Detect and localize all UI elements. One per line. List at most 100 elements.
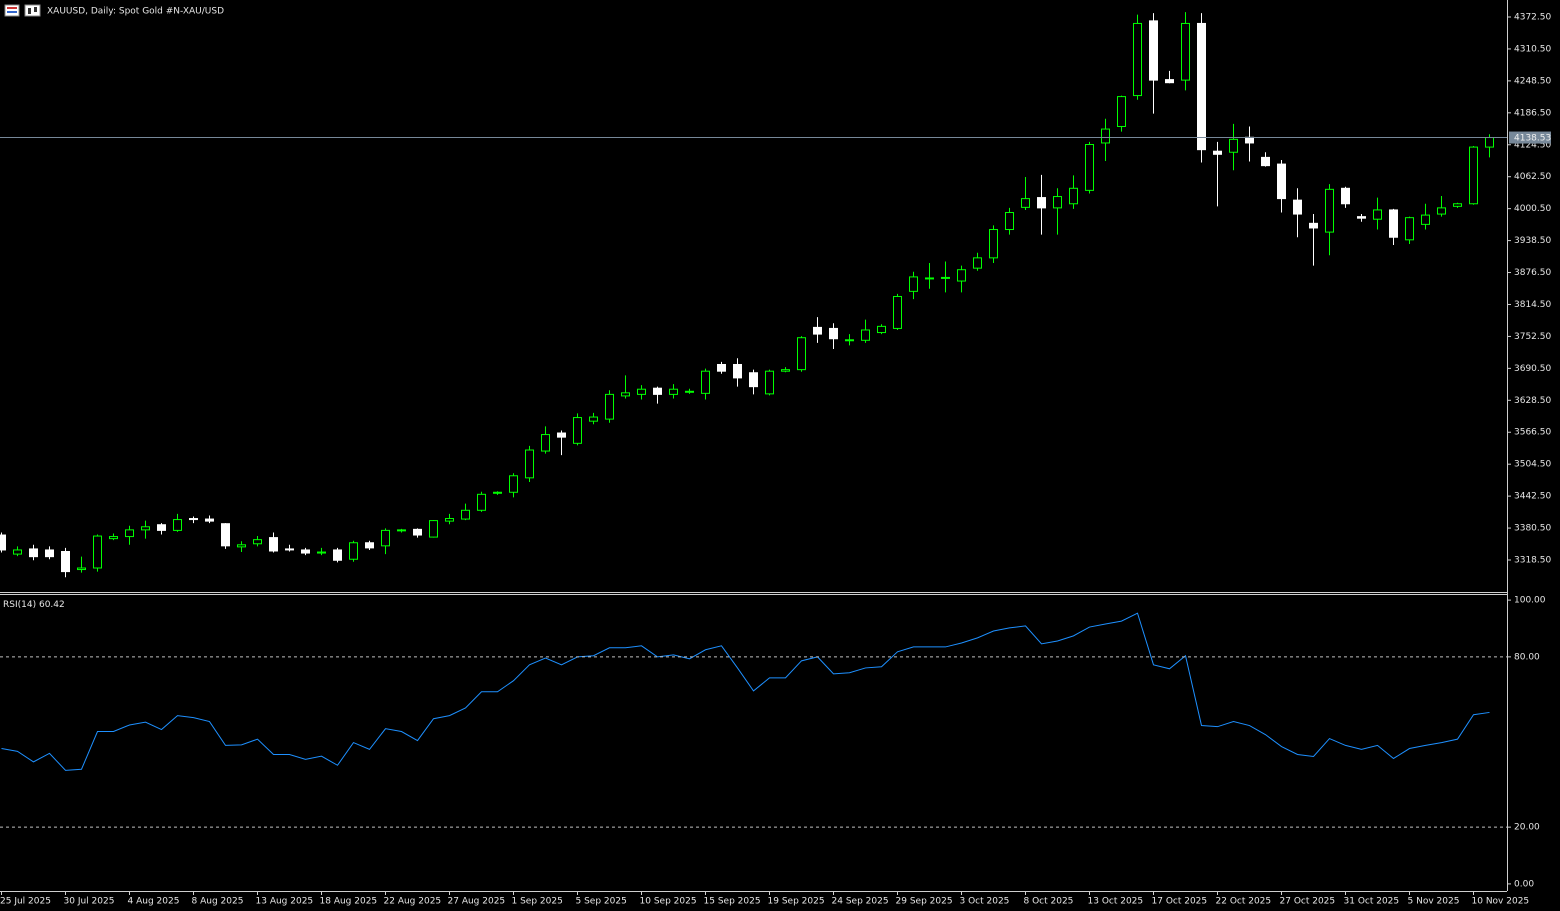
candle-body <box>733 363 742 379</box>
x-tick-label: 31 Oct 2025 <box>1344 897 1400 907</box>
x-tick-label: 29 Sep 2025 <box>896 897 953 907</box>
x-tick-label: 3 Oct 2025 <box>960 897 1010 907</box>
candle-body <box>0 534 6 551</box>
candle-body <box>1437 207 1446 215</box>
candle-body <box>637 388 646 395</box>
candle-body <box>1293 199 1302 215</box>
candle-body <box>1485 137 1494 148</box>
x-tick-label: 8 Aug 2025 <box>192 897 244 907</box>
y-tick-label: 3938.50 <box>1514 236 1551 246</box>
candle-body <box>909 276 918 292</box>
candle-body <box>77 567 86 571</box>
x-tick-label: 22 Oct 2025 <box>1216 897 1272 907</box>
candle-body <box>29 548 38 558</box>
y-tick-label: 3628.50 <box>1514 396 1551 406</box>
x-tick-label: 1 Sep 2025 <box>512 897 563 907</box>
x-tick-label: 15 Sep 2025 <box>704 897 761 907</box>
x-tick-label: 24 Sep 2025 <box>832 897 889 907</box>
candle-body <box>797 337 806 371</box>
candle-body <box>1357 216 1366 219</box>
candle-body <box>1229 138 1238 153</box>
candle-body <box>989 229 998 259</box>
candle-body <box>477 493 486 511</box>
x-tick-label: 27 Oct 2025 <box>1280 897 1336 907</box>
rsi-line <box>1 612 1490 771</box>
x-tick-label: 18 Aug 2025 <box>320 897 378 907</box>
candle-body <box>621 392 630 397</box>
candle-body <box>285 548 294 551</box>
pane-1 <box>1 612 1490 771</box>
candle-body <box>861 329 870 341</box>
candle-body <box>1037 197 1046 209</box>
candle-body <box>1069 187 1078 205</box>
y-tick-label: 4372.50 <box>1514 13 1551 23</box>
candle-body <box>493 491 502 494</box>
y-tick-label: 3814.50 <box>1514 300 1551 310</box>
chart-title: XAUUSD, Daily: Spot Gold #N-XAU/USD <box>47 7 224 17</box>
candle-body <box>1181 22 1190 81</box>
price-label: 4138.53 <box>1514 134 1551 144</box>
candle-body <box>269 537 278 552</box>
x-tick-label: 4 Aug 2025 <box>128 897 180 907</box>
candle-body <box>1421 214 1430 225</box>
candle-body <box>717 363 726 372</box>
candle-body <box>701 370 710 394</box>
candle-body <box>1469 146 1478 205</box>
candle-body <box>541 434 550 452</box>
candle-body <box>893 295 902 329</box>
candle-body <box>685 390 694 393</box>
candle-body <box>317 551 326 554</box>
candle-body <box>669 388 678 395</box>
candle-body <box>1277 163 1286 200</box>
x-tick-label: 13 Oct 2025 <box>1088 897 1144 907</box>
candle-body <box>653 387 662 395</box>
y-tick-label: 3752.50 <box>1514 332 1551 342</box>
x-tick-label: 10 Sep 2025 <box>640 897 697 907</box>
y-tick-label: 20.00 <box>1514 823 1540 833</box>
candle-body <box>381 529 390 547</box>
candle-body <box>813 326 822 335</box>
candle-body <box>749 372 758 388</box>
candle-body <box>509 475 518 493</box>
candle-body <box>221 523 230 547</box>
candle-body <box>781 369 790 372</box>
candle-body <box>589 416 598 422</box>
x-tick-label: 8 Oct 2025 <box>1024 897 1074 907</box>
candle-body <box>1133 22 1142 97</box>
candle-body <box>237 544 246 548</box>
candle-body <box>397 529 406 532</box>
y-tick-label: 3690.50 <box>1514 364 1551 374</box>
y-tick-label: 80.00 <box>1514 652 1540 662</box>
candle-body <box>1325 188 1334 233</box>
x-tick-label: 17 Oct 2025 <box>1152 897 1208 907</box>
candle-body <box>1389 209 1398 238</box>
candle-body <box>141 526 150 531</box>
y-tick-label: 3876.50 <box>1514 268 1551 278</box>
candle-body <box>1021 198 1030 208</box>
candle-body <box>1245 136 1254 144</box>
x-tick-label: 22 Aug 2025 <box>384 897 442 907</box>
candle-body <box>429 520 438 538</box>
candle-body <box>1117 96 1126 127</box>
candle-body <box>1261 156 1270 167</box>
candle-body <box>189 518 198 521</box>
x-tick-label: 19 Sep 2025 <box>768 897 825 907</box>
price-label-box <box>1509 131 1551 144</box>
icon <box>7 11 17 13</box>
y-tick-label: 4186.50 <box>1514 108 1551 118</box>
candle-body <box>1373 209 1382 220</box>
y-tick-label: 3380.50 <box>1514 524 1551 534</box>
candle-body <box>1165 79 1174 84</box>
icon <box>24 4 41 17</box>
candle-body <box>1341 187 1350 205</box>
candle-body <box>173 519 182 531</box>
candle-body <box>445 518 454 522</box>
x-tick-label: 30 Jul 2025 <box>64 897 115 907</box>
y-tick-label: 100.00 <box>1514 596 1546 606</box>
icon <box>28 8 31 14</box>
y-tick-label: 4124.50 <box>1514 140 1551 150</box>
candle-body <box>957 269 966 282</box>
y-tick-label: 3318.50 <box>1514 556 1551 566</box>
